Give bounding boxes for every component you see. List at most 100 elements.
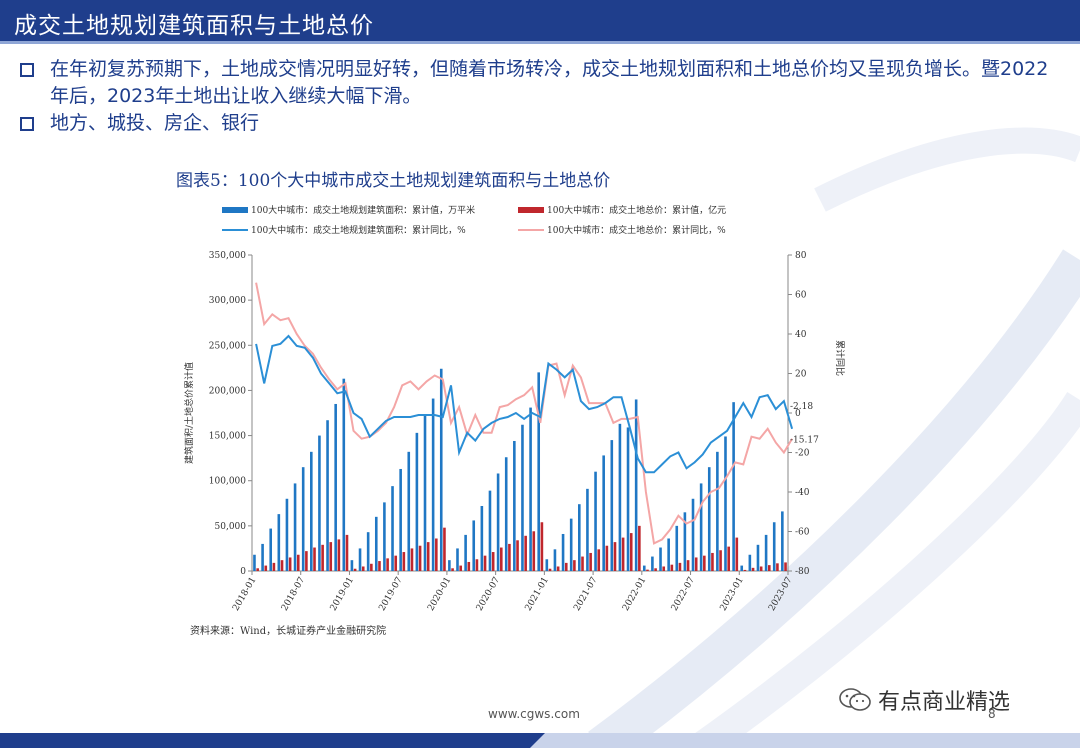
bar-price	[670, 564, 674, 571]
chart-legend: 100大中城市：成交土地规划建筑面积：累计值，万平米 100大中城市：成交土地总…	[222, 203, 782, 243]
bar-price	[370, 563, 373, 571]
bar-price	[573, 560, 576, 571]
y-right-tick-label: -60	[795, 528, 810, 538]
bar-area	[675, 525, 679, 571]
bar-area	[480, 505, 484, 571]
x-tick-label: 2023-07	[767, 575, 794, 613]
bar-price	[751, 567, 755, 571]
bar-price	[654, 568, 657, 571]
bar-area	[407, 451, 411, 571]
y-left-tick-label: 350,000	[209, 251, 246, 261]
bar-area	[691, 498, 695, 571]
bar-area	[553, 549, 557, 571]
bar-price	[694, 557, 698, 571]
bar-price	[329, 542, 333, 571]
bar-area	[626, 427, 630, 571]
bar-area	[707, 467, 711, 571]
bar-area	[342, 378, 346, 571]
bar-price	[402, 552, 406, 571]
bar-price	[426, 542, 430, 571]
y-right-tick-label: 40	[795, 330, 807, 340]
bar-area	[366, 532, 370, 571]
bar-area	[277, 514, 281, 571]
bar-area	[699, 483, 703, 571]
bar-area	[326, 420, 329, 571]
bar-price	[613, 542, 617, 571]
bar-price	[540, 522, 544, 571]
bar-area	[756, 544, 760, 571]
bullet-item-1: 在年初复苏预期下，土地成交情况明显好转，但随着市场转冷，成交土地规划面积和土地总…	[18, 56, 1058, 110]
bar-area	[383, 502, 386, 571]
brand-text: 有点商业精选	[878, 690, 1011, 715]
bar-price	[727, 546, 730, 571]
bar-area	[374, 516, 378, 571]
legend-swatch	[518, 206, 544, 213]
bar-area	[431, 398, 435, 571]
bar-price	[418, 545, 422, 571]
bar-area	[732, 402, 735, 571]
title-accent-line	[0, 41, 1080, 44]
line-price-yoy	[255, 282, 793, 545]
wechat-icon	[839, 688, 871, 711]
bar-price	[508, 543, 511, 571]
y-right-tick-label: 20	[795, 370, 807, 380]
bar-price	[719, 550, 722, 571]
bar-price	[605, 545, 609, 571]
x-tick-label: 2021-07	[572, 575, 599, 613]
bar-price	[638, 525, 641, 571]
x-tick-label: 2018-07	[280, 575, 307, 613]
y-right-tick-label: 0	[795, 409, 801, 419]
bar-area	[464, 534, 467, 571]
bar-price	[759, 566, 763, 571]
bar-price	[548, 568, 552, 571]
bar-price	[483, 555, 487, 571]
bar-price	[394, 555, 398, 571]
bar-price	[459, 565, 462, 571]
bar-area	[537, 372, 541, 571]
bar-area	[318, 435, 321, 571]
legend-swatch	[222, 206, 248, 213]
bar-area	[358, 548, 362, 571]
bar-price	[735, 537, 739, 571]
bar-price	[581, 556, 584, 571]
x-tick-label: 2023-01	[719, 576, 746, 613]
bar-area	[683, 512, 687, 571]
x-tick-label: 2021-01	[524, 576, 551, 613]
y-right-tick-label: -40	[795, 488, 810, 498]
bar-area	[586, 488, 589, 571]
bar-price	[353, 568, 357, 571]
bar-price	[711, 552, 714, 571]
y-right-axis-title: 累计同比	[834, 340, 846, 376]
bar-price	[556, 566, 560, 571]
bar-price	[443, 527, 446, 571]
bar-area	[651, 556, 654, 571]
bar-area	[488, 490, 492, 571]
bar-price	[280, 560, 284, 571]
legend-item-area-line: 100大中城市：成交土地规划建筑面积：累计同比，%	[222, 223, 466, 236]
bar-price	[784, 562, 787, 571]
bar-price	[703, 555, 706, 571]
bar-area	[285, 498, 289, 571]
bar-price	[321, 544, 324, 571]
bar-area	[716, 451, 719, 571]
bar-area	[610, 440, 614, 571]
bar-area	[310, 451, 313, 571]
legend-label: 100大中城市：成交土地规划建筑面积：累计同比，%	[251, 226, 466, 236]
bar-area	[415, 432, 419, 571]
bar-area	[578, 504, 581, 571]
x-tick-label: 2022-01	[621, 576, 648, 613]
bar-price	[646, 569, 649, 571]
legend-label: 100大中城市：成交土地总价：累计值，亿元	[547, 206, 727, 216]
square-bullet-icon	[20, 63, 34, 77]
bar-area	[334, 403, 337, 571]
bar-area	[545, 559, 549, 571]
bar-price	[597, 549, 601, 571]
bar-price	[662, 566, 666, 571]
bar-price	[516, 540, 519, 571]
bar-area	[350, 560, 354, 571]
end-label-price: -15.17	[790, 436, 819, 446]
bar-price	[678, 562, 682, 571]
bar-price	[532, 531, 536, 571]
bar-area	[667, 538, 670, 571]
